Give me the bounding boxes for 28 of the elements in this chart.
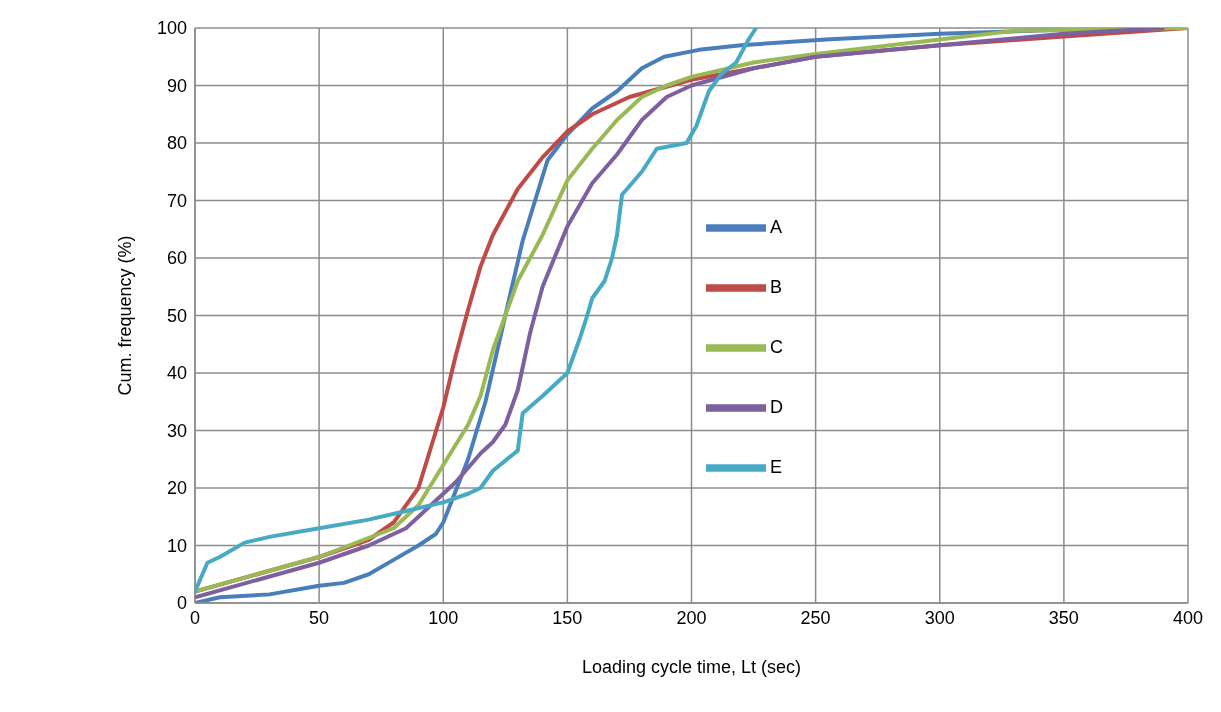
- x-tick-label: 150: [552, 607, 583, 628]
- y-tick-label: 10: [166, 535, 187, 556]
- x-tick-label: 350: [1048, 607, 1079, 628]
- x-tick-label: 250: [800, 607, 831, 628]
- x-tick-label: 300: [924, 607, 955, 628]
- y-tick-label: 70: [166, 190, 187, 211]
- x-axis-title: Loading cycle time, Lt (sec): [581, 657, 802, 677]
- legend-label: A: [770, 216, 783, 237]
- x-tick-label: 50: [309, 607, 330, 628]
- y-tick-label: 0: [176, 593, 187, 614]
- x-tick-label: 100: [428, 607, 459, 628]
- legend-label: D: [770, 396, 783, 417]
- y-tick-label: 80: [166, 133, 187, 154]
- line-series: [195, 28, 759, 594]
- legend-label: E: [770, 456, 783, 477]
- y-tick-label: 40: [166, 363, 187, 384]
- y-tick-label: 50: [166, 305, 187, 326]
- legend-label: B: [770, 276, 783, 297]
- y-tick-label: 100: [156, 18, 187, 39]
- x-tick-label: 0: [189, 607, 201, 628]
- y-tick-label: 90: [166, 75, 187, 96]
- y-tick-label: 20: [166, 478, 187, 499]
- x-tick-label: 400: [1172, 607, 1204, 628]
- legend-label: C: [770, 336, 783, 357]
- y-tick-label: 30: [166, 420, 187, 441]
- x-tick-label: 200: [676, 607, 707, 628]
- y-tick-label: 60: [166, 248, 187, 269]
- y-axis-title: Cum. frequency (%): [115, 235, 136, 396]
